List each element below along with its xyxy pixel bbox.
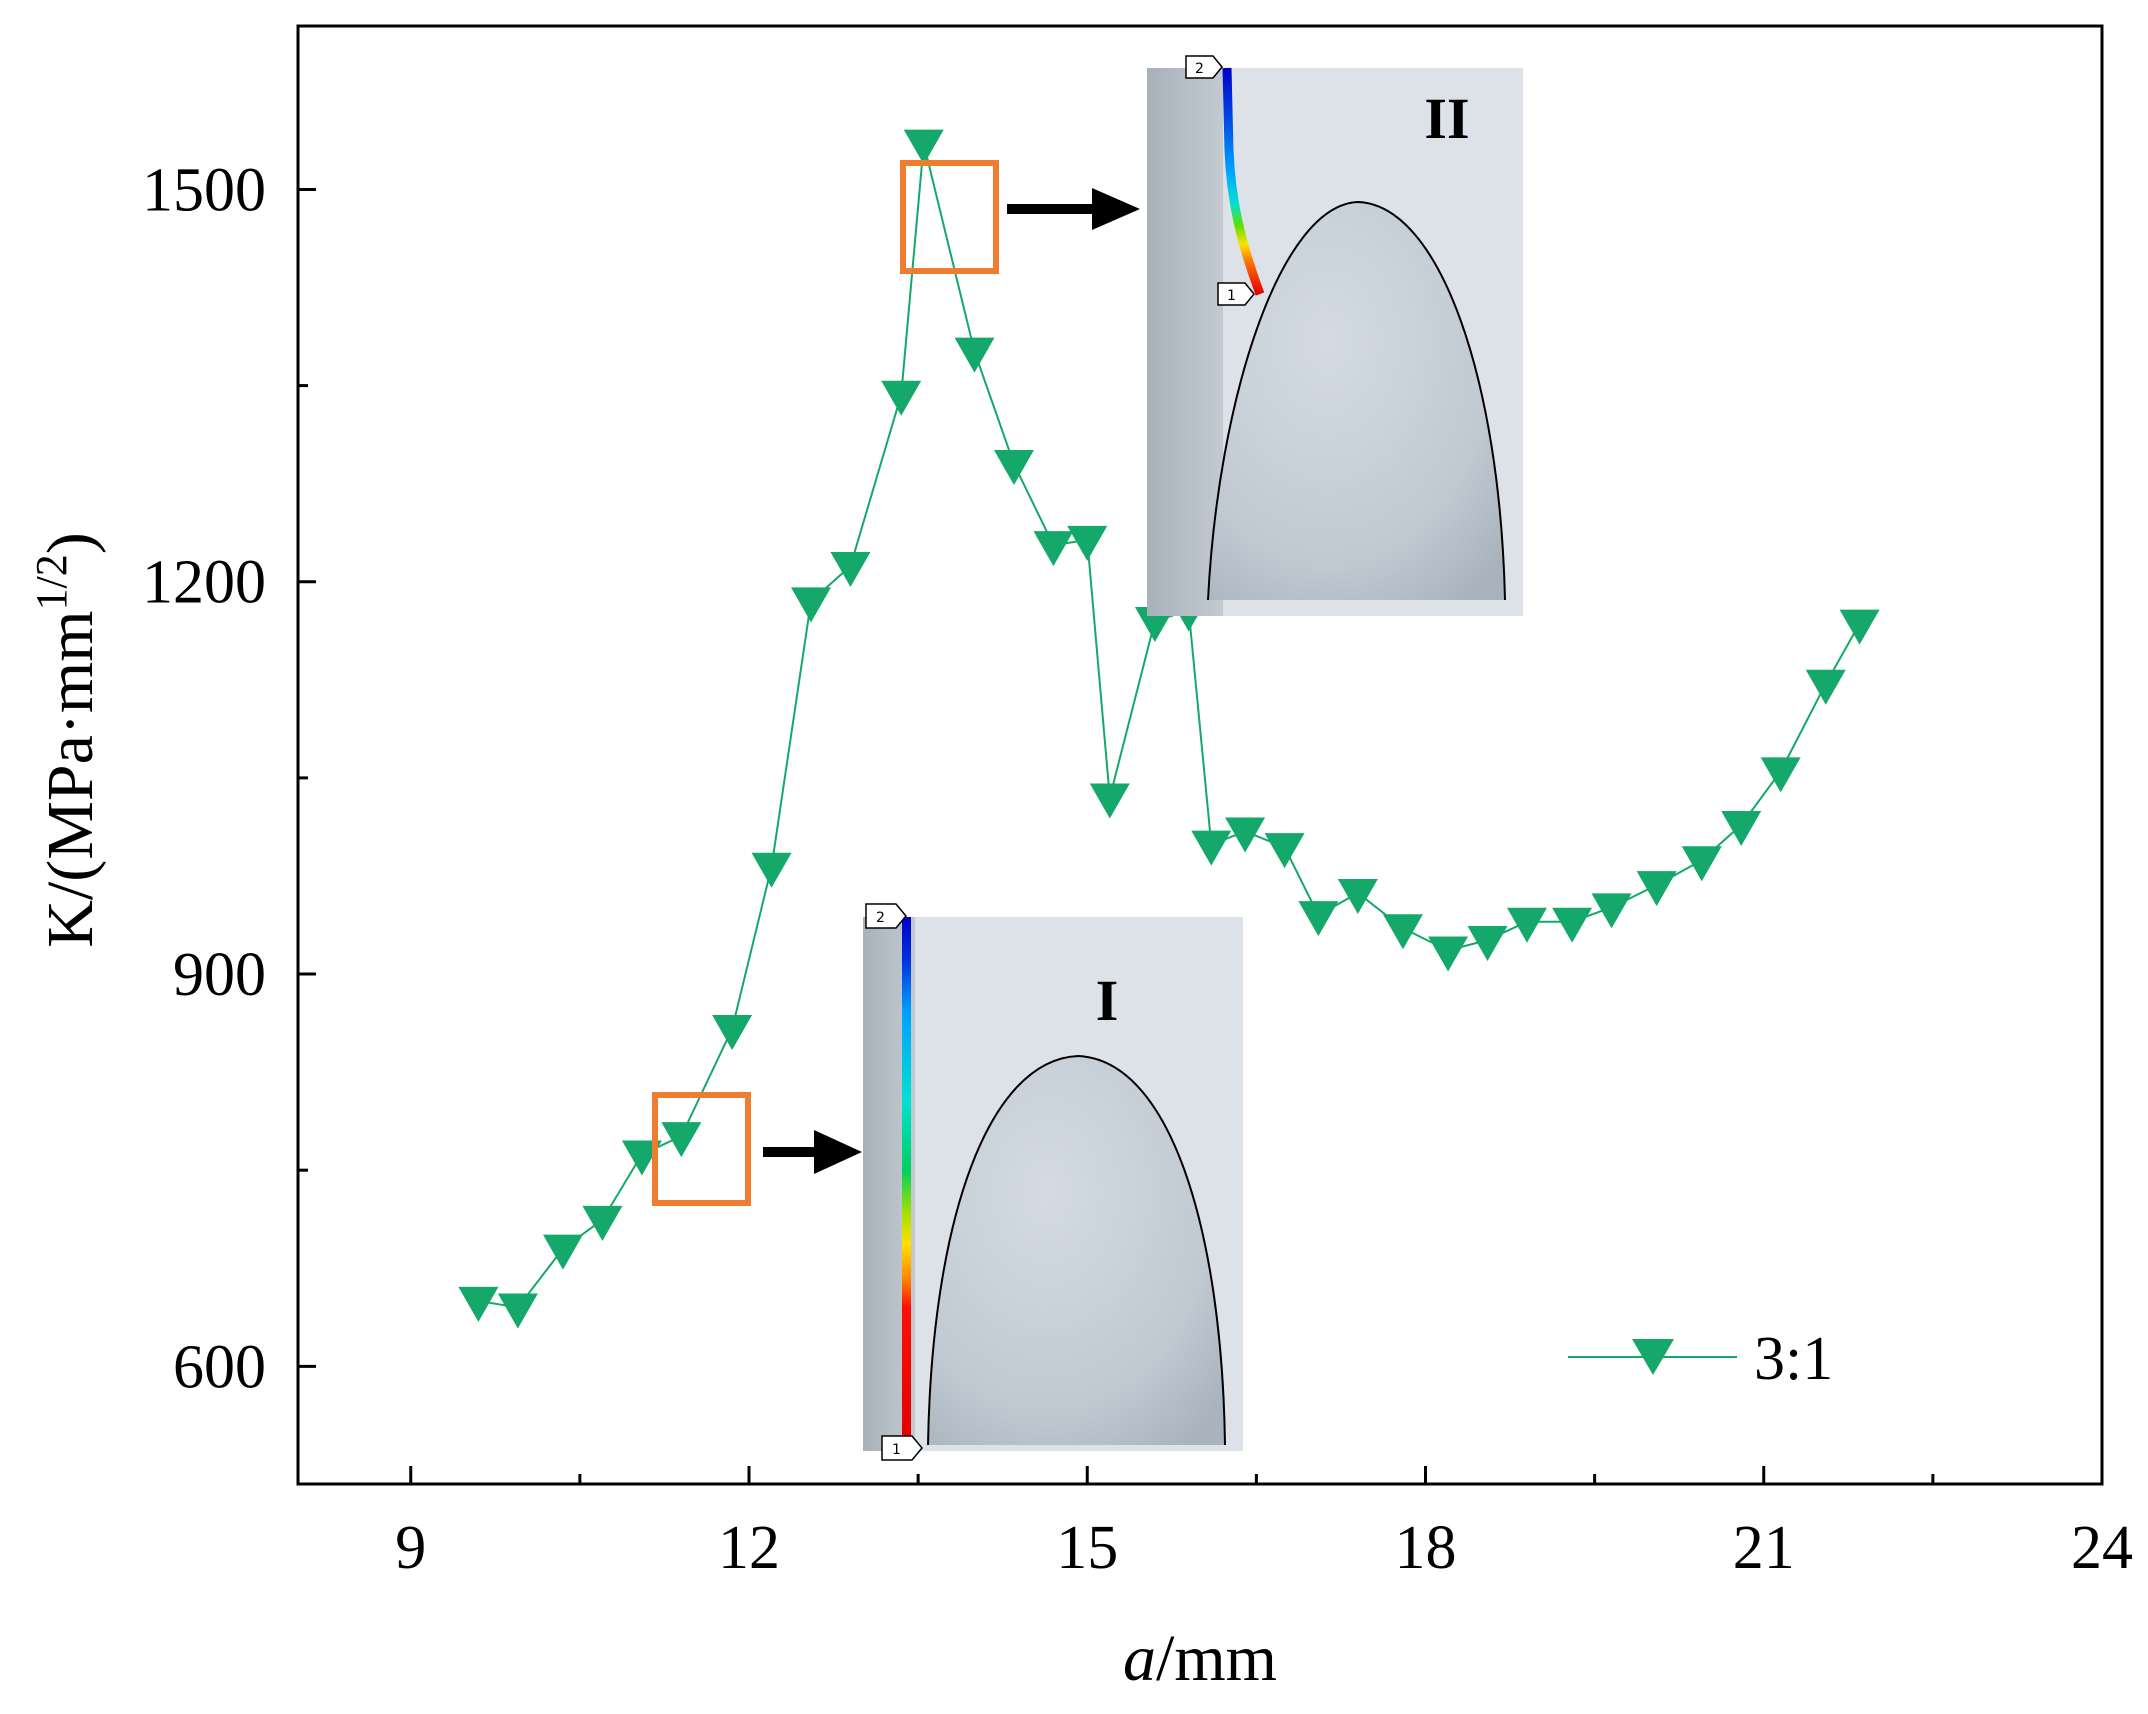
highlight-box-ii	[900, 160, 999, 274]
legend: 3:1	[1568, 1325, 1833, 1393]
data-point	[1805, 669, 1846, 705]
data-point	[1337, 878, 1378, 914]
legend-marker	[1632, 1339, 1674, 1375]
data-point	[1721, 810, 1762, 846]
data-point	[1191, 830, 1232, 866]
x-tick-label: 15	[1056, 1514, 1118, 1582]
inset-i-node-bottom: 1	[881, 1435, 923, 1461]
data-point	[791, 587, 832, 623]
y-axis-title-end: )	[34, 532, 107, 554]
x-tick-label: 9	[395, 1514, 426, 1582]
inset-ii-ellipse-outline	[1207, 200, 1506, 601]
data-point	[1636, 871, 1677, 907]
inset-ii-crack-front	[1222, 67, 1265, 296]
y-axis-title: K/(MPa·mm1/2)	[27, 532, 107, 948]
y-tick-label: 600	[173, 1333, 266, 1401]
x-axis-title: a/mm	[1123, 1622, 1277, 1695]
data-point	[1033, 531, 1074, 567]
data-point	[830, 552, 871, 588]
inset-ii-node-bottom-label: 1	[1227, 288, 1236, 304]
data-point	[1681, 846, 1722, 882]
data-point	[1467, 926, 1508, 962]
inset-i-node-bottom-label: 1	[892, 1442, 901, 1458]
x-axis-title-unit: /mm	[1156, 1622, 1277, 1695]
inset-ii: 2 1 II	[1147, 55, 1523, 616]
inset-i-crack-front	[902, 917, 911, 1444]
data-point	[1760, 757, 1801, 793]
data-point	[542, 1234, 583, 1270]
data-point	[1225, 817, 1266, 853]
data-point	[712, 1014, 753, 1050]
data-point	[1089, 783, 1130, 819]
inset-i-node-top-label: 2	[876, 910, 885, 926]
data-point	[1552, 907, 1593, 943]
y-tick-label: 1200	[142, 549, 266, 617]
x-axis-title-italic: a	[1123, 1622, 1156, 1695]
plot-frame	[296, 24, 2104, 1486]
data-point	[751, 852, 792, 888]
x-tick-label: 24	[2071, 1514, 2133, 1582]
data-point	[954, 337, 995, 373]
inset-i: 2 1 I	[863, 903, 1243, 1461]
arrow-ii	[1007, 188, 1140, 230]
y-axis-ticks	[298, 187, 316, 1368]
y-axis-title-main: K/(MPa·mm	[34, 610, 107, 947]
data-point	[1428, 936, 1469, 972]
data-point	[1506, 907, 1547, 943]
x-axis-ticks	[409, 1466, 2104, 1484]
highlight-box-i	[652, 1092, 751, 1206]
data-point	[1067, 525, 1108, 561]
inset-ii-node-top-label: 2	[1195, 61, 1204, 77]
x-tick-label: 18	[1395, 1514, 1457, 1582]
inset-ii-node-bottom: 1	[1217, 282, 1255, 306]
x-tick-labels: 9 12 15 18 21 24	[395, 1514, 2133, 1582]
arrow-i	[763, 1130, 862, 1174]
data-point	[621, 1140, 662, 1176]
data-point	[1298, 901, 1339, 937]
inset-ii-label: II	[1424, 86, 1469, 151]
inset-ii-node-top: 2	[1185, 55, 1223, 79]
inset-ii-ellipse-fill	[1208, 202, 1505, 600]
legend-label: 3:1	[1754, 1325, 1833, 1393]
data-point	[1591, 893, 1632, 929]
y-tick-labels: 600 900 1200 1500	[142, 156, 266, 1401]
inset-i-node-top: 2	[865, 903, 907, 929]
inset-ii-strip	[1147, 68, 1223, 616]
data-point	[1264, 833, 1305, 869]
data-point	[993, 450, 1034, 486]
data-point	[1382, 914, 1423, 950]
y-tick-label: 1500	[142, 156, 266, 224]
data-point	[1839, 609, 1880, 645]
inset-i-ellipse-fill	[928, 1056, 1225, 1445]
y-axis-title-sup: 1/2	[27, 554, 76, 610]
data-point	[661, 1122, 702, 1158]
y-tick-label: 900	[173, 941, 266, 1009]
data-point	[903, 129, 944, 165]
data-point	[881, 380, 922, 416]
inset-i-label: I	[1096, 968, 1119, 1033]
data-point	[458, 1286, 499, 1322]
x-tick-label: 12	[718, 1514, 780, 1582]
x-tick-label: 21	[1733, 1514, 1795, 1582]
inset-i-ellipse-outline	[927, 1054, 1226, 1446]
data-point	[497, 1293, 538, 1329]
data-point	[582, 1205, 623, 1241]
